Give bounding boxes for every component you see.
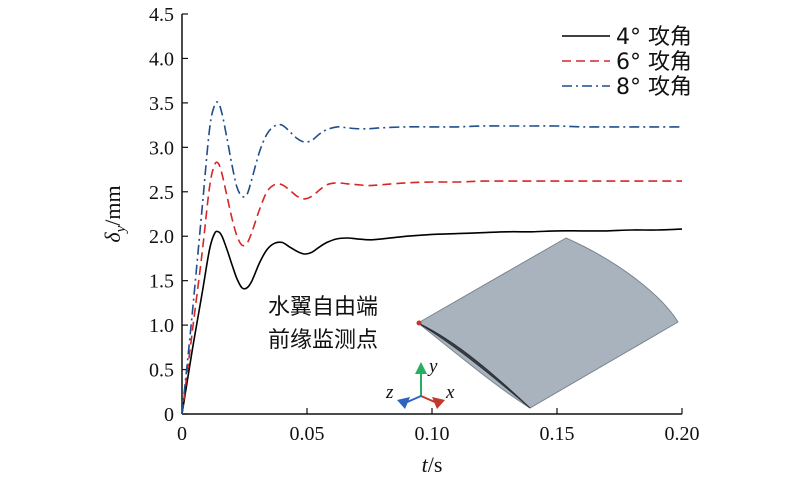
annotation-line-1: 水翼自由端 [268, 295, 378, 320]
y-tick-label: 2.5 [149, 182, 174, 204]
triad-x-arrowhead [432, 397, 445, 409]
x-tick-label: 0.05 [290, 423, 325, 445]
y-axis-label: δy/mm [100, 185, 129, 242]
axis-triad: y x z [385, 356, 455, 409]
y-ticks: 0 0.5 1.0 1.5 2.0 2.5 3.0 3.5 4.0 4.5 [149, 4, 188, 426]
y-tick-label: 1.0 [149, 315, 174, 337]
series-line-3 [181, 101, 682, 415]
x-tick-label: 0.15 [540, 423, 575, 445]
annotation-line-2: 前缘监测点 [268, 328, 378, 353]
hydrofoil-body [417, 237, 679, 409]
y-tick-label: 3.0 [149, 137, 174, 159]
y-tick-label: 2.0 [149, 226, 174, 248]
x-tick-label: 0.20 [665, 423, 700, 445]
triad-y-label: y [427, 356, 438, 377]
y-tick-label: 0 [164, 404, 174, 426]
hydrofoil-end-face [417, 322, 531, 409]
y-tick-label: 0.5 [149, 360, 174, 382]
legend: 4° 攻角6° 攻角8° 攻角 [562, 25, 692, 100]
x-tick-label: 0.10 [415, 423, 450, 445]
legend-label-2: 6° 攻角 [616, 50, 692, 75]
legend-label-1: 4° 攻角 [616, 25, 692, 50]
triad-z-label: z [385, 382, 394, 403]
triad-x-label: x [445, 382, 455, 403]
hydrofoil-inset [416, 237, 679, 409]
y-tick-label: 1.5 [149, 271, 174, 293]
x-tick-label: 0 [177, 423, 187, 445]
series-line-2 [181, 161, 682, 415]
y-tick-label: 3.5 [149, 93, 174, 115]
x-axis-label: t/s [422, 452, 443, 477]
monitor-point [416, 320, 422, 326]
series-lines [181, 101, 683, 415]
triad-z-arrowhead [397, 397, 410, 409]
x-ticks: 0 0.05 0.10 0.15 0.20 [177, 408, 700, 445]
y-tick-label: 4.5 [149, 4, 174, 26]
legend-label-3: 8° 攻角 [616, 75, 692, 100]
series-line-1 [181, 228, 683, 415]
y-tick-label: 4.0 [149, 48, 174, 70]
triad-y-arrowhead [415, 362, 427, 374]
